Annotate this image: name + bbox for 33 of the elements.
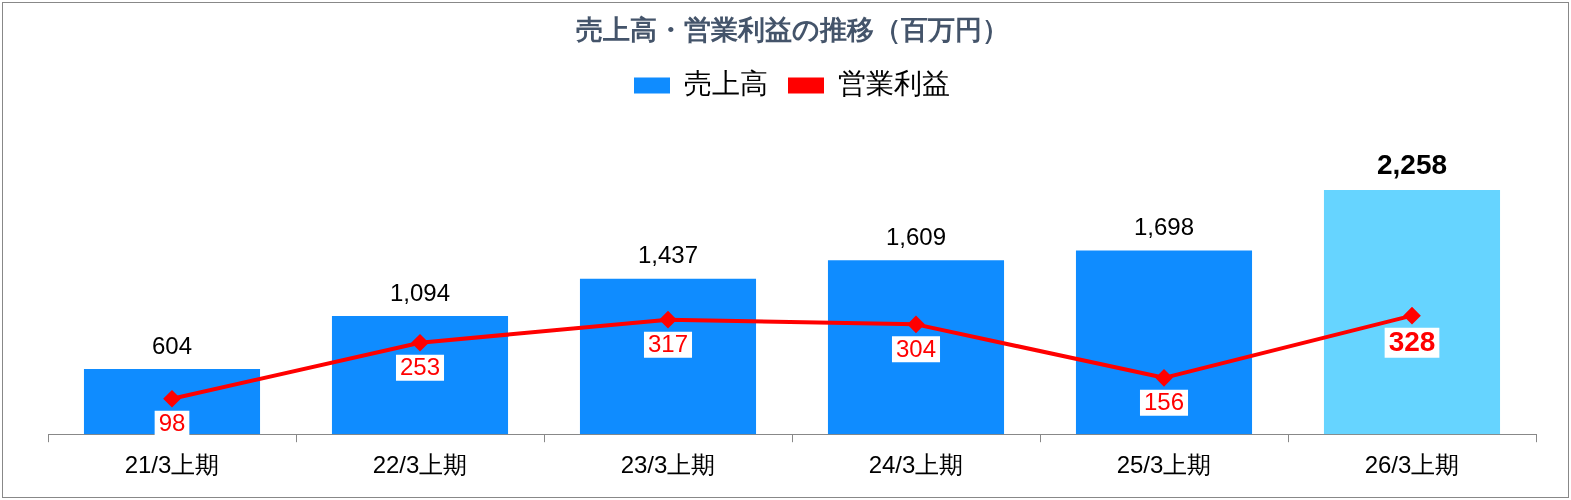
- x-tick-label: 25/3上期: [1116, 451, 1212, 479]
- x-tick-label: 23/3上期: [620, 451, 716, 479]
- bar: [1323, 189, 1501, 435]
- point: [412, 334, 428, 351]
- point: [660, 311, 676, 328]
- x-tick-label: 22/3上期: [372, 451, 468, 479]
- point: [1156, 369, 1172, 386]
- legend-label: 売上高: [684, 68, 768, 100]
- data-label: 304: [895, 334, 937, 362]
- x-tick-label: 26/3上期: [1364, 451, 1460, 479]
- point: [164, 390, 180, 407]
- data-label: 2,258: [1376, 148, 1448, 180]
- data-label: 1,609: [885, 222, 947, 250]
- data-label: 156: [1143, 388, 1185, 416]
- point: [908, 316, 924, 333]
- x-tick-label: 21/3上期: [124, 451, 220, 479]
- data-label: 1,437: [637, 241, 699, 269]
- bar: [1075, 250, 1253, 435]
- bar: [827, 260, 1005, 435]
- bar: [579, 278, 757, 435]
- data-label: 1,094: [389, 278, 451, 306]
- bar: [331, 315, 509, 435]
- data-label: 253: [399, 353, 441, 381]
- x-tick-label: 24/3上期: [868, 451, 964, 479]
- chart-title: 売上高・営業利益の推移（百万円）: [575, 14, 1009, 45]
- data-label: 328: [1388, 326, 1436, 358]
- point: [1404, 307, 1420, 324]
- data-label: 1,698: [1133, 213, 1195, 241]
- data-label: 98: [158, 409, 186, 437]
- bar: [83, 368, 261, 435]
- legend-label: 営業利益: [838, 68, 950, 100]
- data-label: 317: [647, 330, 689, 358]
- data-label: 604: [151, 331, 193, 359]
